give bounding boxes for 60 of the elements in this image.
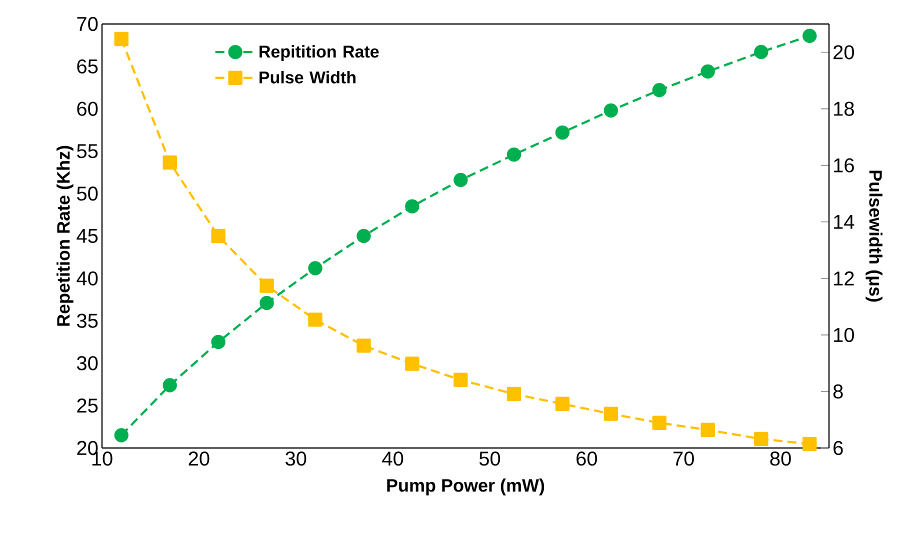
y-tick-label: 30	[76, 356, 98, 370]
y2-tick-label: 8	[833, 384, 843, 399]
point	[555, 125, 570, 140]
point	[356, 228, 371, 244]
point	[604, 103, 618, 118]
point	[754, 432, 768, 446]
y2-axis-title: Pulsewidth (μs)	[866, 170, 882, 302]
point	[114, 428, 128, 442]
x-tick-label: 60	[576, 452, 597, 466]
point	[506, 386, 522, 402]
y2-tick-label: 10	[834, 328, 854, 342]
legend-label: Repitition Rate	[260, 45, 379, 62]
x-tick-label: 30	[286, 452, 306, 466]
point	[604, 406, 618, 421]
point	[356, 338, 371, 353]
y2-tick-label: 20	[834, 45, 854, 60]
x-tick-label: 20	[188, 452, 210, 466]
legend-label: Pulse Width	[260, 70, 356, 84]
point	[308, 261, 322, 276]
x-axis-title: Pump Power (mW)	[387, 478, 544, 496]
x-tick-label: 50	[479, 452, 500, 466]
x-tick-label: 80	[770, 452, 791, 466]
point	[405, 356, 420, 371]
point	[162, 378, 177, 392]
point	[211, 228, 226, 244]
y-tick-label: 50	[77, 186, 98, 201]
point	[308, 312, 322, 327]
x-tick-label: 40	[382, 452, 404, 466]
point	[260, 296, 274, 310]
x-tick-label: 70	[674, 452, 694, 466]
point	[802, 436, 817, 452]
point	[700, 64, 715, 79]
y2-tick-label: 14	[834, 214, 854, 229]
point	[162, 155, 177, 170]
point	[652, 416, 666, 430]
y-tick-label: 35	[76, 314, 98, 328]
y-tick-label: 25	[77, 398, 98, 413]
y-tick-label: 70	[77, 16, 98, 32]
y2-tick-label: 16	[834, 158, 854, 172]
point	[454, 372, 468, 387]
y-tick-label: 45	[76, 229, 98, 243]
point	[700, 422, 715, 438]
y-tick-label: 55	[77, 144, 98, 158]
y-tick-label: 40	[76, 271, 98, 286]
point	[506, 147, 522, 162]
point	[260, 278, 274, 293]
y2-tick-label: 6	[834, 440, 843, 456]
y2-tick-label: 12	[834, 271, 854, 286]
point	[114, 32, 128, 46]
y-tick-label: 60	[77, 102, 98, 116]
point	[211, 334, 226, 350]
y-tick-label: 65	[77, 59, 98, 74]
point	[754, 44, 768, 60]
point	[652, 83, 666, 98]
y2-tick-label: 18	[834, 102, 854, 116]
point	[454, 172, 468, 188]
point	[555, 396, 570, 412]
point	[802, 28, 817, 43]
y-axis-title: Repetition Rate (Khz)	[56, 146, 74, 326]
point	[405, 199, 420, 214]
